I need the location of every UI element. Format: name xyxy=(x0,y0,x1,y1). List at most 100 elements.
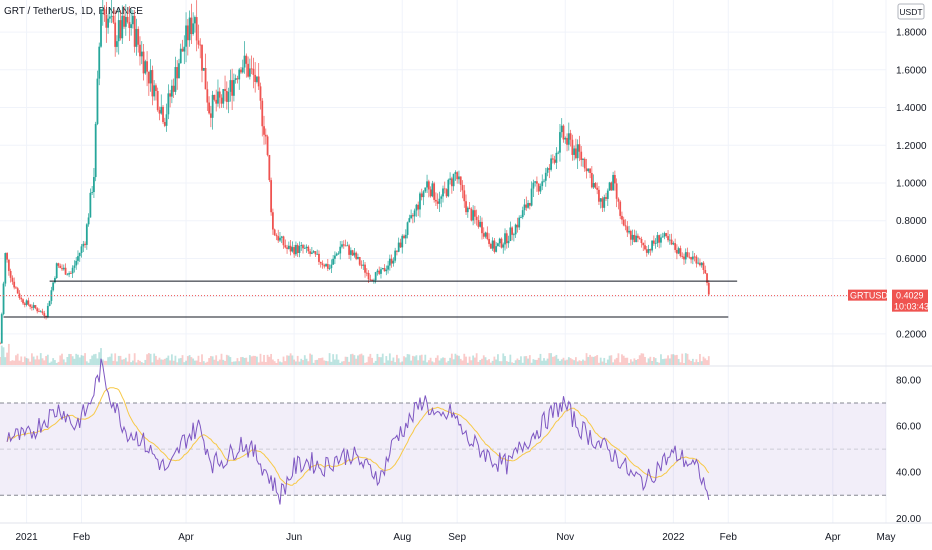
volume-bar xyxy=(589,354,591,365)
volume-bar xyxy=(516,358,519,365)
volume-bar xyxy=(566,359,568,365)
candle-body xyxy=(264,134,267,137)
candle-body xyxy=(309,251,311,254)
volume-bar xyxy=(621,354,623,365)
time-tick-label: Feb xyxy=(73,532,91,543)
rsi-pane[interactable] xyxy=(0,358,886,505)
volume-bar xyxy=(707,356,710,365)
price-tick-label: 1.0000 xyxy=(896,179,927,190)
volume-bar xyxy=(289,353,292,365)
candle-body xyxy=(559,132,561,153)
volume-bar xyxy=(435,357,437,365)
volume-bar xyxy=(105,360,108,365)
candle-body xyxy=(270,180,273,213)
price-pane[interactable] xyxy=(0,0,887,523)
volume-bar xyxy=(117,355,120,365)
candle-body xyxy=(170,85,173,97)
volume-bar xyxy=(629,359,632,365)
volume-bar xyxy=(567,357,570,365)
candle-body xyxy=(677,248,680,254)
candle-body xyxy=(443,188,446,190)
candle-body xyxy=(319,261,322,264)
rsi-axis[interactable]: 20.00 40.00 60.00 80.00 xyxy=(896,375,921,525)
time-tick-label: Apr xyxy=(178,532,194,543)
candle-body xyxy=(610,182,613,191)
candle-body xyxy=(337,253,340,255)
candle-body xyxy=(287,245,290,249)
volume-bar xyxy=(66,356,69,365)
volume-bar xyxy=(195,360,198,365)
candle-body xyxy=(528,203,531,206)
candle-body xyxy=(295,245,297,255)
volume-bar xyxy=(204,362,207,365)
volume-bar xyxy=(0,357,1,365)
candle-body xyxy=(699,262,701,266)
candle-body xyxy=(303,247,306,249)
volume-bar xyxy=(108,356,111,365)
candle-body xyxy=(59,265,62,269)
volume-bar xyxy=(466,362,469,365)
candle-body xyxy=(132,15,134,25)
volume-bar xyxy=(11,360,14,365)
volume-bar xyxy=(27,358,30,365)
candle-body xyxy=(48,300,51,306)
candle-body xyxy=(263,126,265,135)
candle-body xyxy=(316,253,319,255)
candle-body xyxy=(621,215,623,220)
candle-body xyxy=(493,240,496,252)
candle-body xyxy=(323,265,326,267)
candle-body xyxy=(589,168,591,173)
candle-body xyxy=(596,187,599,190)
candle-body xyxy=(661,236,664,238)
volume-bar xyxy=(442,357,444,365)
candle-body xyxy=(27,300,30,305)
candle-body xyxy=(61,268,63,270)
volume-bar xyxy=(679,362,682,365)
volume-bar xyxy=(59,355,62,365)
volume-bar xyxy=(259,353,262,365)
candle-body xyxy=(139,44,141,57)
price-axis[interactable]: 0.2000 0.6000 0.8000 1.0000 1.2000 1.4000 1.60… xyxy=(896,28,927,341)
volume-bar xyxy=(248,355,251,365)
volume-bar xyxy=(392,357,395,365)
volume-bar xyxy=(447,360,450,365)
volume-bar xyxy=(626,357,629,365)
candle-body xyxy=(642,242,645,246)
volume-bar xyxy=(256,356,258,365)
currency-badge[interactable] xyxy=(897,3,925,20)
candle-body xyxy=(520,217,522,218)
candle-body xyxy=(328,268,331,269)
support-lines[interactable] xyxy=(3,280,738,318)
candle-body xyxy=(208,102,210,114)
volume-bar xyxy=(706,360,708,365)
volume-bar xyxy=(537,357,540,365)
volume-bar xyxy=(479,359,482,365)
volume-bar xyxy=(633,358,636,365)
candle-body xyxy=(158,110,161,114)
volume-bar xyxy=(684,353,687,365)
volume-bar xyxy=(188,355,191,365)
time-axis[interactable]: 2021 Feb Apr Jun Aug Sep Nov 2022 Feb Apr May xyxy=(15,532,895,543)
volume-bar xyxy=(458,355,460,365)
candle-body xyxy=(155,85,157,91)
candle-body xyxy=(96,78,99,124)
volume-bar xyxy=(261,361,264,365)
volume-bar xyxy=(286,355,288,365)
volume-bar xyxy=(700,361,703,365)
volume-bar xyxy=(305,358,308,365)
volume-bar xyxy=(468,356,471,365)
volume-bar xyxy=(502,353,505,365)
time-tick-label: 2021 xyxy=(15,532,38,543)
volume-bar xyxy=(507,361,510,365)
candle-body xyxy=(484,232,487,237)
candle-body xyxy=(617,198,620,202)
volume-bar xyxy=(422,360,425,365)
candle-body xyxy=(656,235,659,244)
volume-bar xyxy=(314,360,317,365)
candle-body xyxy=(55,263,58,279)
volume-bar xyxy=(686,353,689,365)
candle-body xyxy=(491,240,494,249)
candle-body xyxy=(18,293,21,298)
candle-body xyxy=(380,269,382,274)
